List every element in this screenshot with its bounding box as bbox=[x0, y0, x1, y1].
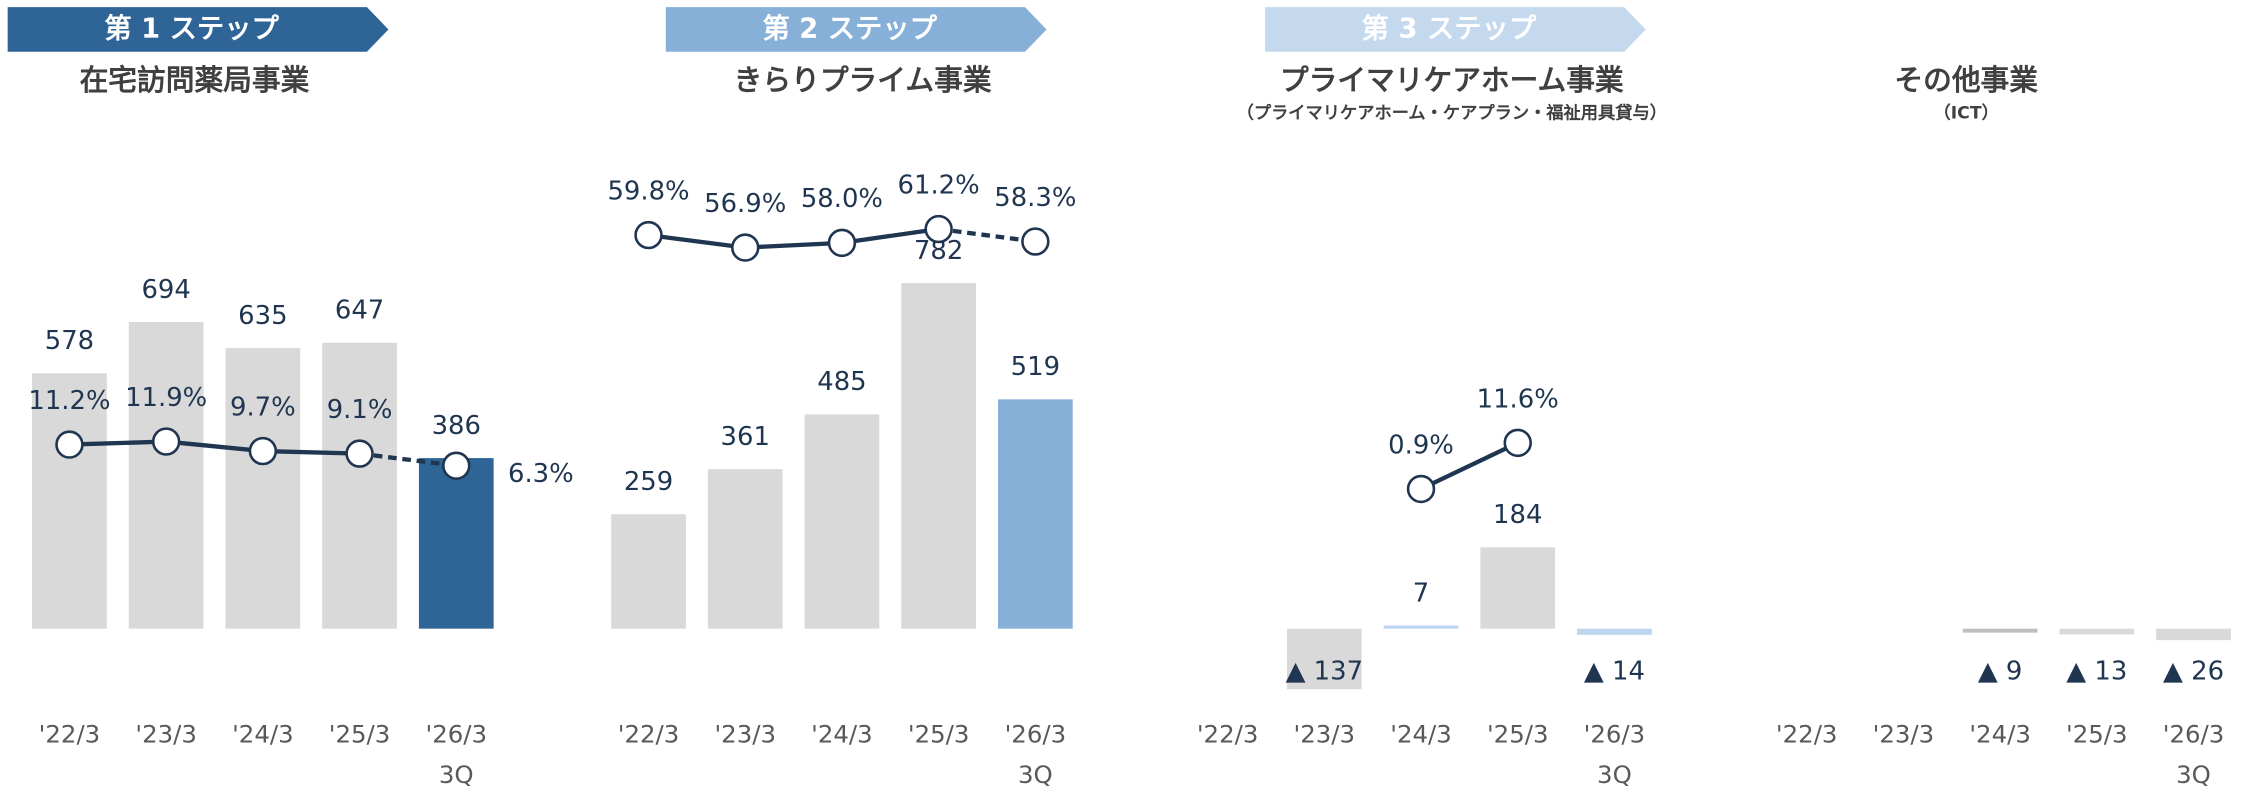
line-label: 9.7% bbox=[230, 392, 296, 422]
step-label: 第 3 ステップ bbox=[1362, 13, 1537, 45]
x-tick-label: '22/3 bbox=[618, 720, 680, 749]
step-banner bbox=[7, 7, 389, 52]
bar-label: 578 bbox=[45, 326, 94, 356]
bar bbox=[611, 514, 686, 629]
x-tick-label: '24/3 bbox=[811, 720, 873, 749]
bar-label: ▲ 137 bbox=[1286, 656, 1363, 686]
step-banner bbox=[1264, 7, 1646, 52]
bar bbox=[2059, 628, 2135, 635]
bar-label: 7 bbox=[1413, 578, 1429, 608]
step-label: 第 1 ステップ bbox=[104, 13, 279, 45]
chart-title: プライマリケアホーム事業 bbox=[1280, 63, 1624, 97]
line-label: 11.9% bbox=[125, 383, 207, 413]
x-tick-label: '23/3 bbox=[1294, 720, 1356, 749]
x-tick-label: '22/3 bbox=[1776, 720, 1838, 749]
line-label: 11.6% bbox=[1477, 384, 1559, 414]
chart-title: 在宅訪問薬局事業 bbox=[80, 63, 310, 97]
line-marker bbox=[924, 214, 953, 244]
chart-subtitle: （プライマリケアホーム・ケアプラン・福祉用具貸与） bbox=[1237, 103, 1667, 124]
bar-label: 184 bbox=[1493, 500, 1542, 530]
x-tick-label: '22/3 bbox=[39, 720, 101, 749]
bar-label: 694 bbox=[141, 275, 190, 305]
line-marker bbox=[731, 233, 760, 262]
bar-label: ▲ 9 bbox=[1978, 656, 2023, 686]
bar bbox=[707, 469, 783, 629]
line-dashed bbox=[938, 226, 1036, 244]
line bbox=[69, 439, 360, 456]
bar-label: 519 bbox=[1011, 352, 1060, 382]
bar bbox=[804, 414, 880, 629]
bar-label: 647 bbox=[335, 296, 384, 326]
bar-label: ▲ 26 bbox=[2163, 656, 2224, 686]
bar bbox=[1286, 628, 1362, 690]
line-label: 61.2% bbox=[898, 170, 980, 200]
bar bbox=[1480, 547, 1556, 629]
line-label: 0.9% bbox=[1388, 430, 1454, 460]
line-label: 58.0% bbox=[801, 184, 883, 214]
bar-label: 485 bbox=[817, 367, 866, 397]
line-marker bbox=[151, 427, 181, 456]
bar-label: ▲ 14 bbox=[1584, 656, 1645, 686]
line-marker bbox=[634, 220, 663, 250]
x-tick-label: '25/3 bbox=[1487, 720, 1549, 749]
line-label: 58.3% bbox=[994, 183, 1076, 213]
line-dashed bbox=[359, 451, 457, 468]
bar bbox=[32, 373, 107, 629]
chart-title: その他事業 bbox=[1894, 63, 2038, 97]
x-tick-label: '24/3 bbox=[1969, 720, 2031, 749]
x-tick-label: '23/3 bbox=[714, 720, 776, 749]
step-banner bbox=[665, 7, 1047, 52]
x-tick-label: '22/3 bbox=[1197, 720, 1259, 749]
bar bbox=[225, 348, 301, 629]
line-marker bbox=[55, 430, 84, 459]
line-marker bbox=[345, 439, 374, 468]
line-marker bbox=[1503, 428, 1532, 458]
x-tick-label: '26/3 3Q bbox=[2163, 720, 2225, 786]
line-label: 6.3% bbox=[508, 459, 574, 489]
chart-subtitle: （ICT） bbox=[1934, 103, 1999, 124]
x-tick-label: '26/3 3Q bbox=[1005, 720, 1067, 786]
line-label: 9.1% bbox=[327, 395, 393, 425]
bar-label: ▲ 13 bbox=[2066, 656, 2127, 686]
bar bbox=[418, 458, 494, 629]
line-marker bbox=[1021, 227, 1050, 256]
x-tick-label: '23/3 bbox=[1873, 720, 1935, 749]
bar-label: 259 bbox=[624, 467, 673, 497]
bar bbox=[901, 283, 977, 629]
line-label: 59.8% bbox=[607, 176, 689, 206]
x-tick-label: '23/3 bbox=[135, 720, 197, 749]
bar-label: 361 bbox=[721, 422, 770, 452]
bar bbox=[322, 342, 397, 629]
line-marker bbox=[248, 436, 278, 466]
bar bbox=[1383, 625, 1459, 629]
x-tick-label: '26/3 3Q bbox=[1584, 720, 1646, 786]
line bbox=[1420, 440, 1519, 491]
bar-label: 635 bbox=[238, 301, 287, 331]
x-tick-label: '25/3 bbox=[329, 720, 391, 749]
line-marker bbox=[442, 451, 471, 480]
bar bbox=[128, 322, 204, 629]
x-tick-label: '26/3 3Q bbox=[426, 720, 488, 786]
bar bbox=[1962, 628, 2038, 633]
line-marker bbox=[827, 228, 857, 258]
bar bbox=[997, 399, 1073, 629]
line bbox=[648, 226, 939, 250]
x-tick-label: '24/3 bbox=[232, 720, 294, 749]
line-label: 11.2% bbox=[28, 386, 110, 416]
line-label: 56.9% bbox=[704, 189, 786, 219]
bar bbox=[2156, 628, 2231, 641]
step-label: 第 2 ステップ bbox=[762, 13, 937, 45]
chart-title: きらりプライム事業 bbox=[734, 63, 992, 97]
x-tick-label: '25/3 bbox=[2066, 720, 2128, 749]
bar-label: 386 bbox=[432, 411, 481, 441]
bar bbox=[1577, 628, 1652, 635]
line-marker bbox=[1406, 474, 1436, 504]
x-tick-label: '24/3 bbox=[1390, 720, 1452, 749]
x-tick-label: '25/3 bbox=[908, 720, 970, 749]
